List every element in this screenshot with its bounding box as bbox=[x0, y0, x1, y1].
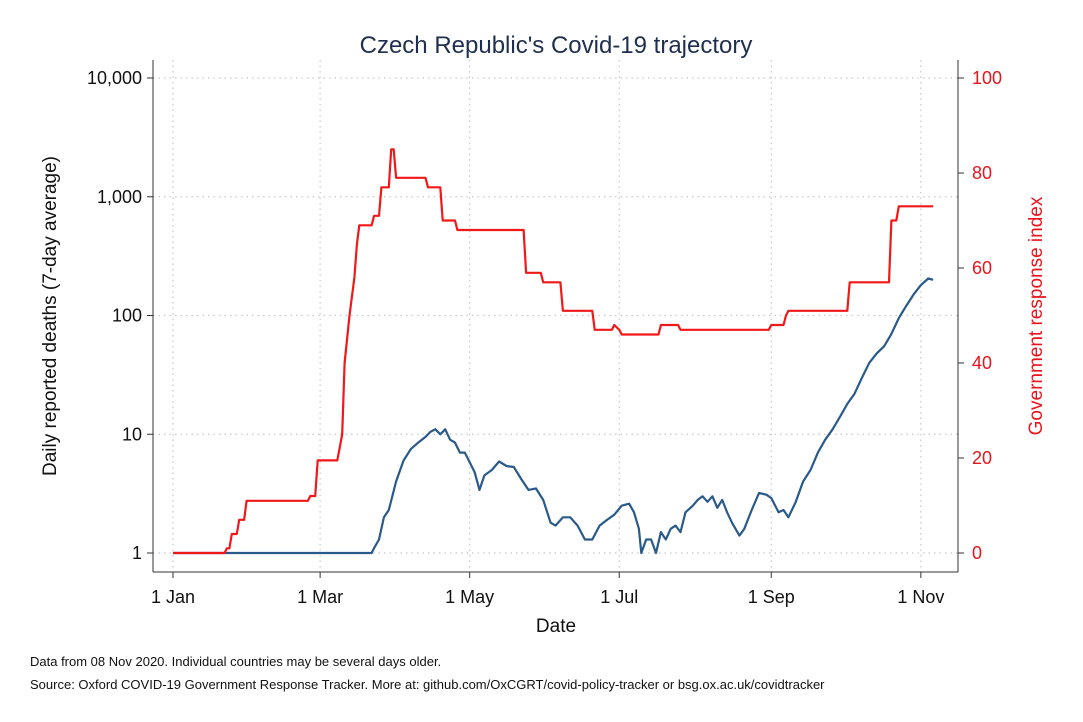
x-tick-label: 1 Sep bbox=[748, 587, 795, 607]
x-axis-label: Date bbox=[536, 616, 576, 637]
y-axis-label: Daily reported deaths (7-day average) bbox=[40, 156, 61, 476]
y-tick-label: 1 bbox=[132, 543, 142, 563]
y2-tick-label: 40 bbox=[972, 353, 992, 373]
y-tick-label: 1,000 bbox=[97, 187, 142, 207]
x-tick-label: 1 Mar bbox=[297, 587, 343, 607]
y2-tick-label: 80 bbox=[972, 163, 992, 183]
series-lines bbox=[173, 148, 934, 555]
gridlines bbox=[153, 60, 958, 572]
x-tick-label: 1 Jul bbox=[600, 587, 638, 607]
axes: 1 10 100 1,000 10,000 0 20 40 60 80 100 1 Jan 1 Mar 1… bbox=[87, 60, 1002, 607]
chart-title: Czech Republic's Covid-19 trajectory bbox=[360, 32, 753, 59]
data-date-note: Data from 08 Nov 2020. Individual countr… bbox=[30, 654, 442, 669]
y-tick-label: 10 bbox=[122, 424, 142, 444]
source-note: Source: Oxford COVID-19 Government Respo… bbox=[30, 677, 825, 692]
y2-tick-label: 60 bbox=[972, 258, 992, 278]
y2-axis-label: Government response index bbox=[1026, 196, 1047, 435]
x-tick-label: 1 Jan bbox=[151, 587, 195, 607]
y2-tick-label: 0 bbox=[972, 543, 982, 563]
y2-tick-label: 100 bbox=[972, 68, 1002, 88]
x-tick-label: 1 Nov bbox=[897, 587, 944, 607]
y2-tick-label: 20 bbox=[972, 448, 992, 468]
x-tick-label: 1 May bbox=[445, 587, 494, 607]
response-index-line bbox=[173, 148, 934, 555]
y-tick-label: 10,000 bbox=[87, 68, 142, 88]
deaths-line bbox=[173, 277, 934, 555]
y-tick-label: 100 bbox=[112, 306, 142, 326]
